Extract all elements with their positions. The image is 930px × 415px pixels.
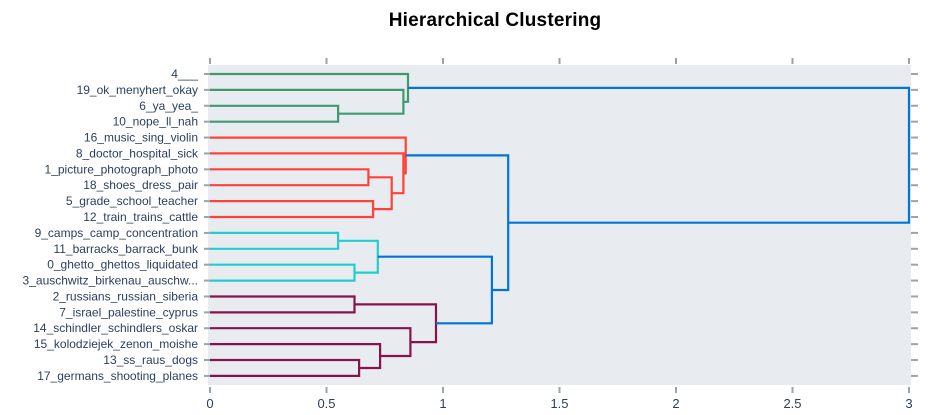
y-axis-label: 8_doctor_hospital_sick [76, 146, 199, 160]
plot-background [208, 65, 911, 385]
y-axis-label: 2_russians_russian_siberia [53, 289, 199, 303]
y-axis-label: 1_picture_photograph_photo [45, 162, 199, 176]
y-axis-label: 4___ [171, 67, 198, 81]
y-axis-label: 17_germans_shooting_planes [37, 369, 198, 383]
y-axis-label: 7_israel_palestine_cyprus [59, 305, 198, 319]
dendrogram-link-blue [408, 86, 911, 224]
y-axis-label: 10_nope_ll_nah [113, 115, 198, 129]
chart-title: Hierarchical Clustering [388, 10, 602, 31]
y-axis-label: 6_ya_yea_ [139, 99, 198, 113]
y-axis-label: 3_auschwitz_birkenau_auschw... [23, 274, 198, 288]
x-axis-tick-label: 2 [672, 396, 679, 411]
y-axis-label: 9_camps_camp_concentration [35, 226, 198, 240]
x-axis-tick-label: 1 [439, 396, 446, 411]
y-axis-label: 13_ss_raus_dogs [103, 353, 198, 367]
y-axis-label: 19_ok_menyhert_okay [77, 83, 198, 97]
y-axis-label: 16_music_sing_violin [84, 131, 198, 145]
y-axis-label: 12_train_trains_cattle [83, 210, 198, 224]
x-axis-tick-label: 1.5 [550, 396, 568, 411]
y-axis-label: 15_kolodziejek_zenon_moishe [34, 337, 198, 351]
x-axis-tick-label: 0.5 [317, 396, 335, 411]
y-axis-label: 0_ghetto_ghettos_liquidated [47, 258, 198, 272]
y-axis-label: 14_schindler_schindlers_oskar [33, 321, 198, 335]
x-axis-tick-label: 3 [905, 396, 912, 411]
y-axis-label: 11_barracks_barrack_bunk [53, 242, 199, 256]
y-axis-label: 18_shoes_dress_pair [83, 178, 198, 192]
x-axis-tick-label: 2.5 [783, 396, 801, 411]
x-axis-tick-label: 0 [206, 396, 213, 411]
y-axis-label: 5_grade_school_teacher [66, 194, 198, 208]
